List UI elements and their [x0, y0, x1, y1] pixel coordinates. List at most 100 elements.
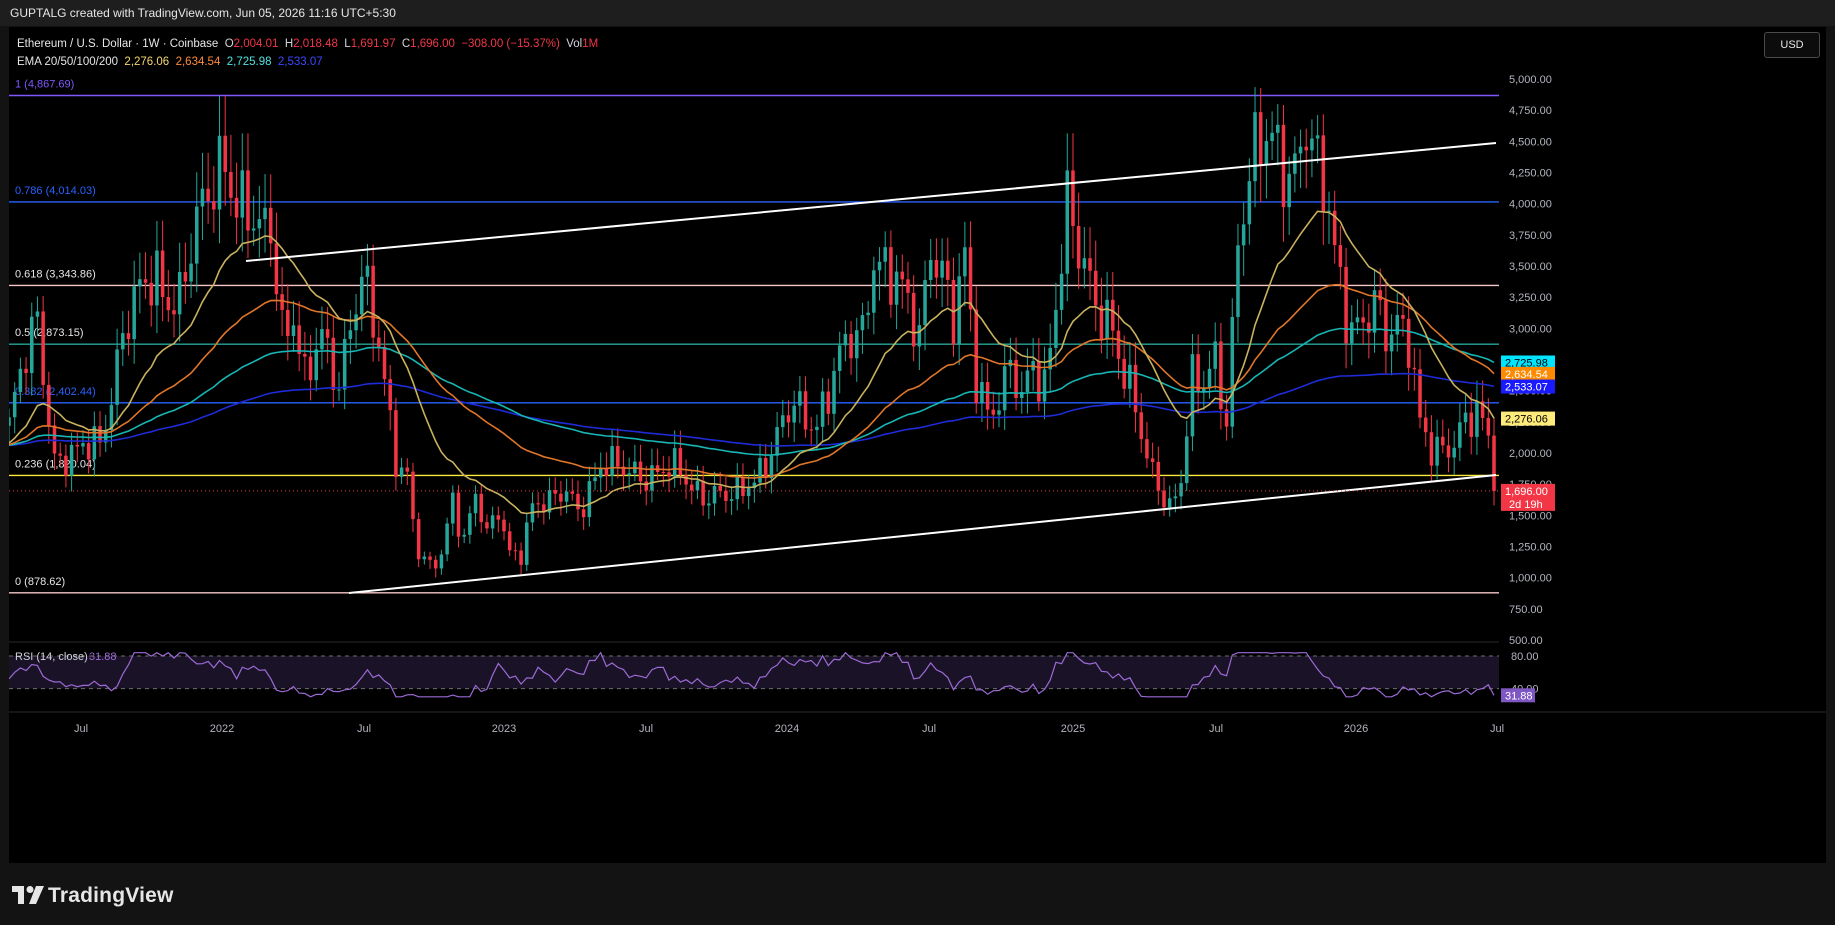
candle-body	[576, 493, 580, 510]
candle-body	[889, 247, 893, 305]
candle-body	[360, 276, 364, 315]
candle-body	[115, 349, 119, 405]
candle-body	[1150, 458, 1155, 462]
rsi-line	[9, 651, 1495, 698]
x-tick-label: Jul	[922, 723, 936, 735]
candle-body	[604, 468, 609, 476]
candle-body	[690, 484, 694, 491]
candle-body	[1105, 299, 1109, 340]
candle-body	[803, 391, 808, 430]
candle-body	[172, 310, 176, 315]
currency-button[interactable]: USD	[1764, 32, 1820, 58]
candle-body	[724, 490, 728, 501]
ema-price-badge-label: 2,634.54	[1505, 369, 1548, 381]
candle-body	[820, 391, 825, 427]
y-tick-label: 3,750.00	[1509, 230, 1552, 242]
candle-body	[365, 265, 370, 277]
candle-body	[906, 279, 910, 293]
high-label: H	[284, 38, 294, 50]
candle-body	[1247, 181, 1252, 225]
candle-body	[1276, 124, 1280, 133]
candle-body	[1048, 347, 1052, 370]
candle-body	[223, 135, 227, 172]
candle-body	[303, 353, 307, 357]
candle-body	[775, 427, 779, 456]
candle-body	[439, 554, 444, 569]
candle-body	[274, 243, 279, 295]
candle-body	[263, 207, 267, 220]
candle-body	[1310, 138, 1314, 151]
candle-body	[678, 448, 683, 476]
candle-body	[1139, 412, 1143, 440]
fib-level-label: 0.236 (1,820.04)	[15, 458, 96, 470]
candle-body	[433, 559, 438, 569]
y-tick-label: 1,500.00	[1509, 510, 1552, 522]
candle-body	[1014, 359, 1018, 398]
candle-body	[593, 477, 597, 482]
candle-body	[1185, 436, 1189, 484]
candle-body	[1122, 358, 1126, 389]
candle-body	[1389, 334, 1394, 352]
candle-body	[394, 410, 398, 477]
candle-body	[1230, 316, 1235, 427]
candle-body	[189, 263, 193, 282]
candle-body	[946, 260, 950, 280]
candle-body	[559, 493, 563, 502]
candle-body	[684, 475, 688, 485]
candle-body	[1395, 314, 1400, 335]
candle-body	[92, 426, 97, 460]
candle-body	[1076, 225, 1081, 269]
candle-body	[957, 276, 961, 345]
candle-body	[337, 389, 341, 391]
ema200-line	[9, 372, 1495, 447]
candle-body	[354, 314, 358, 331]
chart-area[interactable]: 1 (4,867.69) 0.786 (4,014.03) 0.618 (3,343…	[9, 27, 1826, 863]
candle-body	[121, 333, 125, 350]
candle-body	[769, 455, 774, 479]
ema20-line	[9, 210, 1495, 515]
candle-body	[1156, 461, 1161, 491]
candle-body	[1441, 436, 1445, 446]
upper-trendline	[245, 142, 1497, 262]
candle-body	[1435, 436, 1439, 466]
candle-body	[24, 368, 28, 374]
candle-body	[1213, 341, 1217, 369]
candle-body	[1281, 124, 1286, 208]
y-tick-label: 4,500.00	[1509, 136, 1552, 148]
y-tick-label: 4,250.00	[1509, 168, 1552, 180]
fib-level-label: 0.786 (4,014.03)	[15, 185, 96, 197]
candle-body	[1475, 401, 1479, 437]
fib-level-label: 0 (878.62)	[15, 576, 65, 588]
candle-body	[1054, 309, 1058, 348]
x-tick-label: Jul	[1490, 723, 1504, 735]
candle-body	[644, 481, 648, 491]
candle-body	[934, 259, 939, 278]
rsi-value-badge-label: 31.88	[1505, 690, 1533, 702]
candle-body	[1025, 370, 1030, 393]
candle-body	[610, 446, 614, 476]
candle-body	[183, 271, 188, 282]
candle-body	[917, 325, 922, 347]
candle-body	[1082, 258, 1087, 269]
x-tick-label: Jul	[74, 723, 88, 735]
candle-body	[849, 333, 853, 359]
ema-price-badge	[1501, 355, 1555, 370]
y-tick-label: 4,000.00	[1509, 199, 1552, 211]
candle-body	[525, 522, 529, 565]
price-chart[interactable]: 1 (4,867.69) 0.786 (4,014.03) 0.618 (3,343…	[9, 27, 1826, 863]
candle-body	[746, 488, 751, 497]
candle-body	[650, 465, 654, 491]
candle-body	[832, 370, 836, 414]
candle-body	[155, 250, 159, 306]
candle-body	[166, 297, 171, 311]
candle-body	[286, 309, 290, 337]
candle-body	[64, 455, 68, 476]
candle-body	[143, 279, 148, 283]
candle-body	[52, 425, 57, 454]
chart-legend: Ethereum / U.S. Dollar · 1W · Coinbase O…	[17, 35, 598, 71]
candle-body	[1469, 412, 1473, 437]
candle-body	[377, 337, 381, 347]
rsi-band	[9, 656, 1499, 689]
ema200-value: 2,533.07	[277, 56, 323, 68]
candle-body	[1236, 245, 1240, 317]
